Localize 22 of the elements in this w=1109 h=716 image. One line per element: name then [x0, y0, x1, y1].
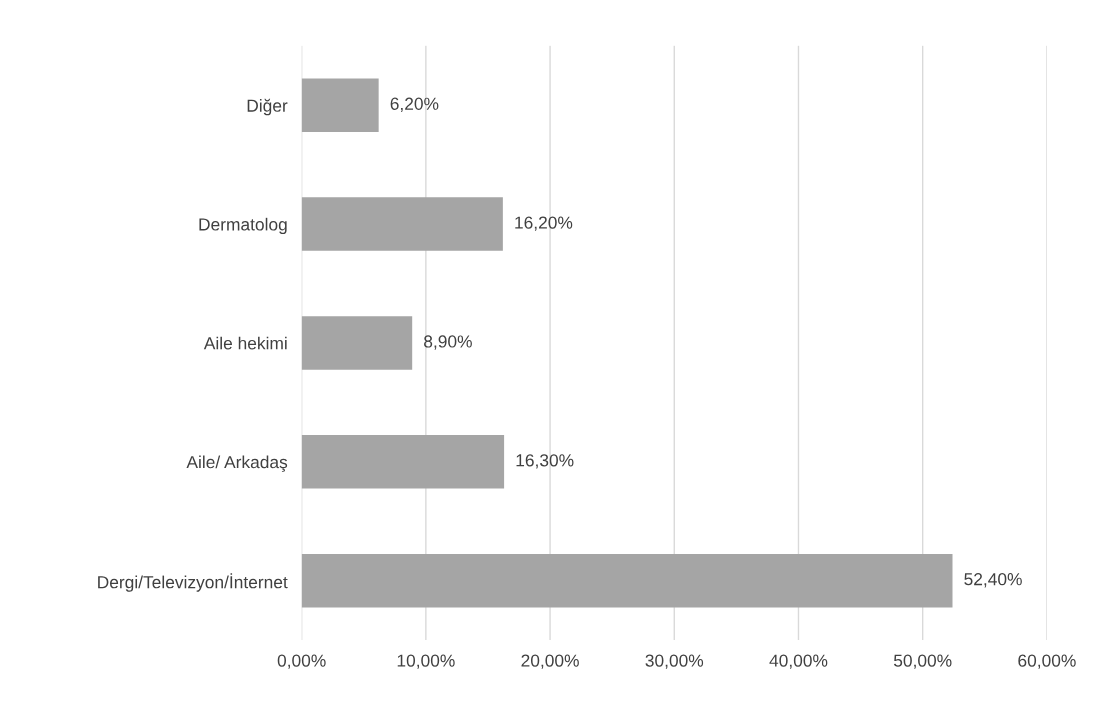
y-tick-label: Diğer	[247, 98, 288, 116]
x-tick-label: 60,00%	[1018, 654, 1076, 669]
x-tick-label: 50,00%	[893, 654, 952, 669]
bar	[301, 197, 503, 251]
y-tick-label: Dergi/Televizyon/İnternet	[98, 573, 288, 592]
x-tick-label: 10,00%	[397, 654, 455, 669]
y-tick-label: Aile/ Arkadaş	[186, 455, 288, 472]
data-label: 52,40%	[964, 573, 1022, 588]
bar	[301, 316, 413, 370]
x-tick-label: 20,00%	[521, 654, 579, 669]
y-tick-label: Aile hekimi	[203, 336, 287, 350]
data-label: 16,20%	[515, 216, 573, 231]
data-label: 6,20%	[390, 97, 439, 112]
data-label: 8,90%	[424, 335, 472, 350]
x-tick-label: 0,00%	[277, 654, 326, 669]
y-tick-label: Dermatolog	[199, 217, 287, 234]
data-label: 16,30%	[516, 454, 574, 469]
x-tick-label: 40,00%	[769, 654, 828, 669]
x-tick-label: 30,00%	[645, 654, 704, 669]
bar	[301, 78, 379, 132]
bar	[301, 553, 953, 608]
bar	[301, 435, 505, 489]
